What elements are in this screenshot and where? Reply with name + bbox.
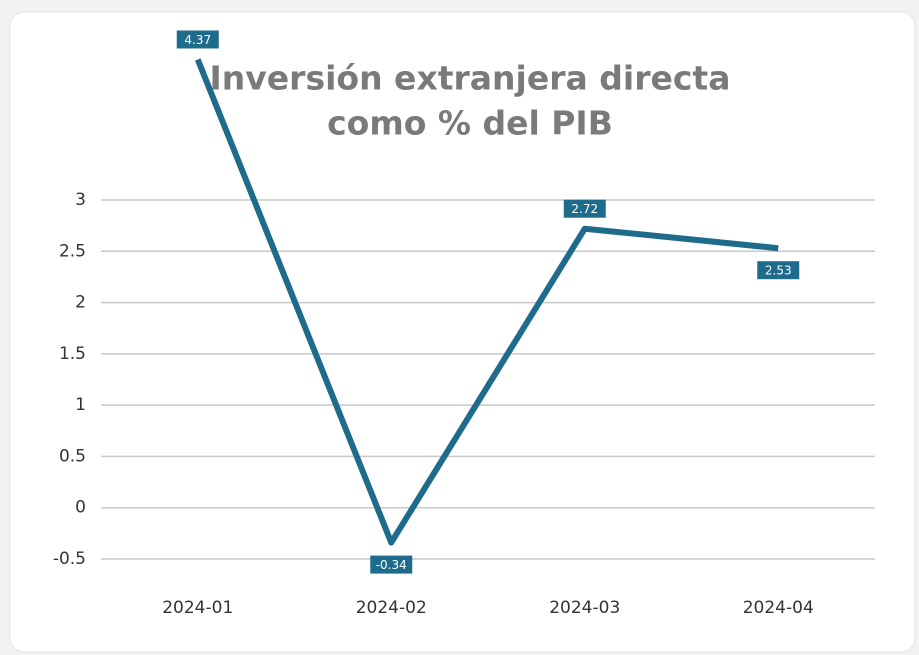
data-line: [194, 58, 779, 546]
x-tick-label: 2024-02: [356, 598, 427, 618]
y-tick-label: 1.5: [59, 344, 86, 364]
y-tick-label: 1: [75, 395, 86, 415]
value-label-box: [370, 555, 413, 574]
y-tick-label: 0.5: [59, 446, 86, 466]
y-tick-label: 3: [75, 190, 86, 210]
y-tick-label: 2.5: [59, 241, 86, 261]
value-label: -0.34: [376, 558, 407, 572]
value-label-box: [757, 261, 800, 280]
x-tick-label: 2024-04: [743, 598, 814, 618]
y-tick-label: 2: [75, 293, 86, 313]
x-tick-label: 2024-03: [549, 598, 620, 618]
value-label: 2.53: [765, 264, 792, 278]
y-tick-label: -0.5: [53, 549, 86, 569]
value-label: 2.72: [571, 202, 598, 216]
value-label: 4.37: [184, 33, 211, 47]
value-label-box: [563, 199, 606, 218]
chart-title: Inversión extranjera directa: [210, 59, 731, 98]
chart-title: como % del PIB: [327, 104, 613, 143]
value-label-box: [176, 30, 219, 49]
card: [9, 11, 916, 653]
y-tick-label: 0: [75, 498, 86, 518]
x-tick-label: 2024-01: [162, 598, 233, 618]
